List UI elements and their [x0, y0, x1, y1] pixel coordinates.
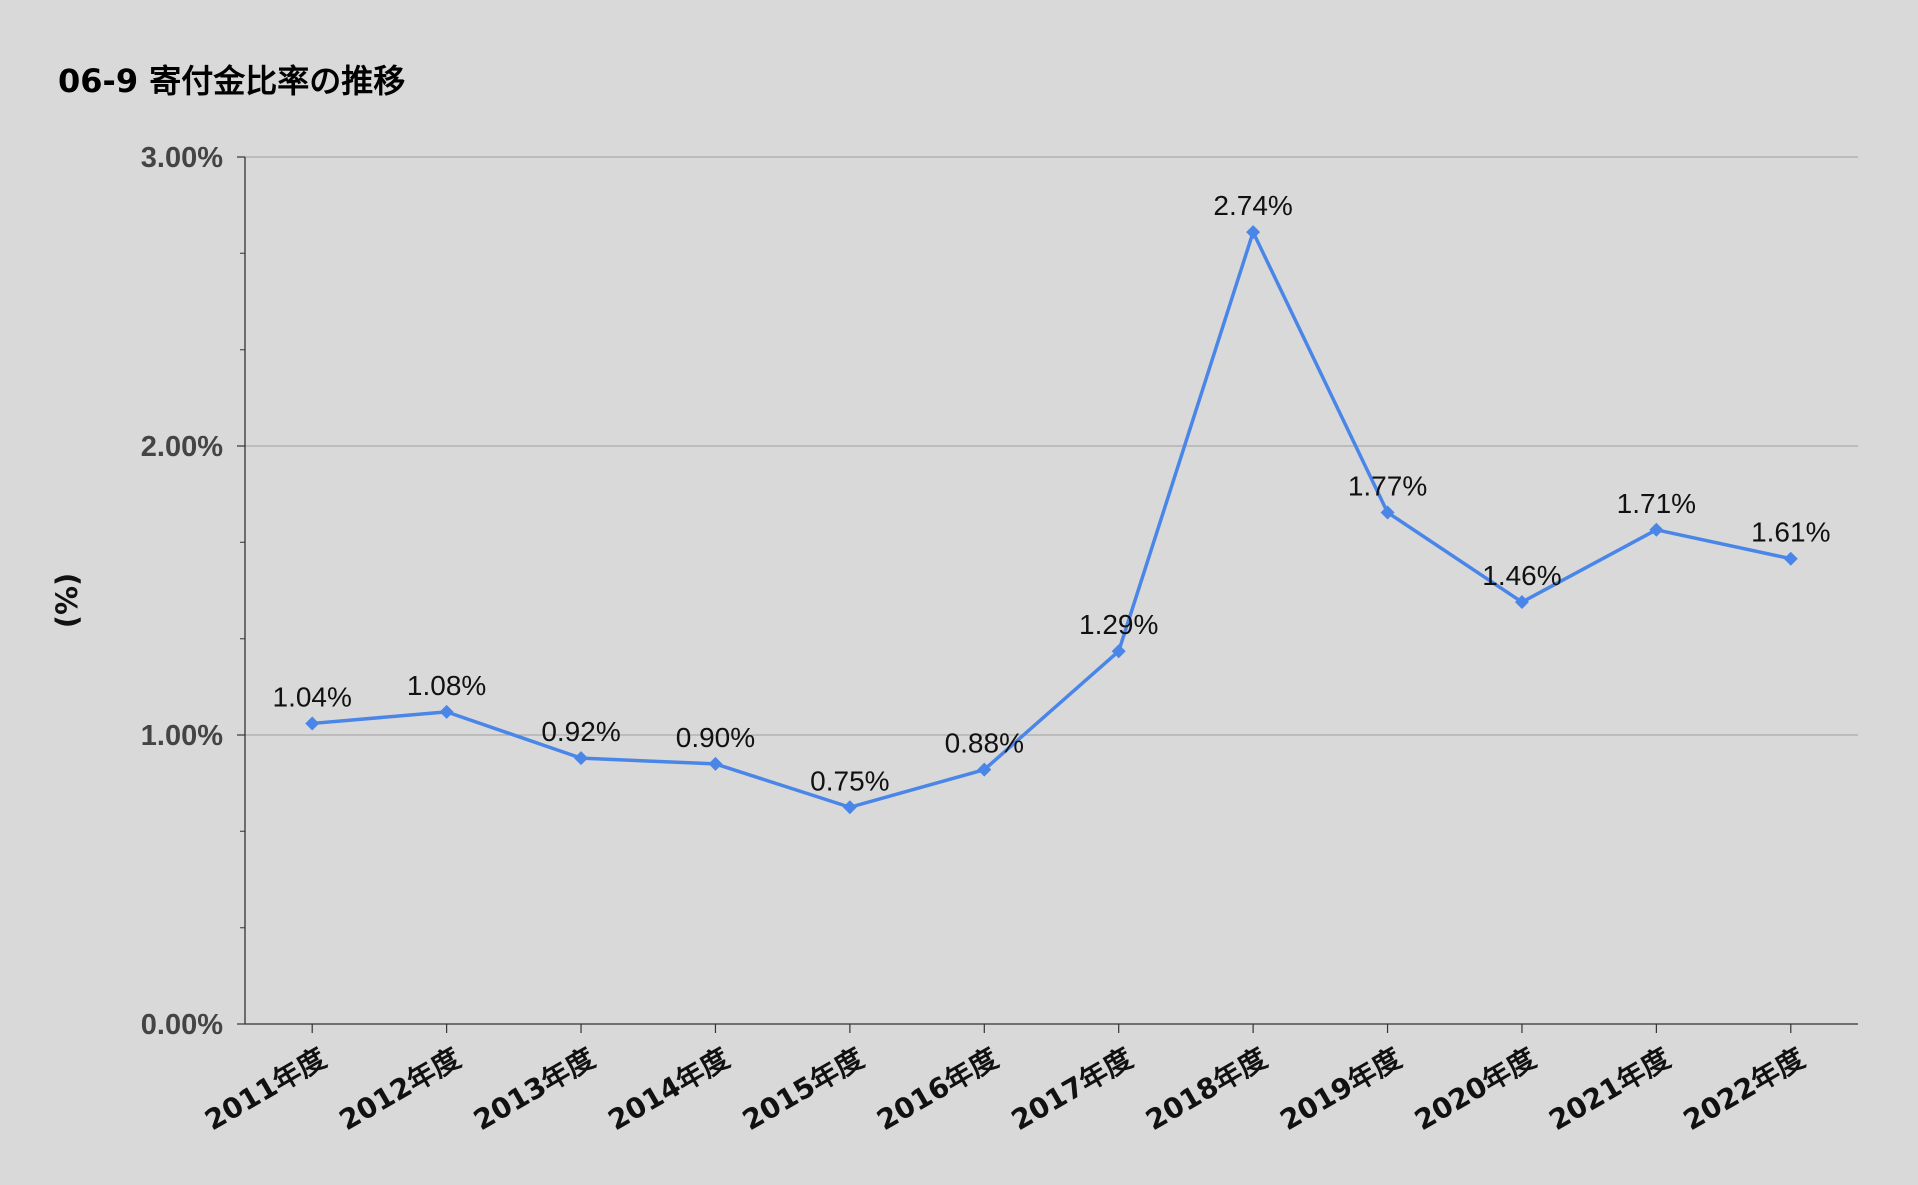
data-point-marker	[1649, 522, 1664, 537]
data-point-marker	[977, 762, 992, 777]
data-label: 2.74%	[1213, 190, 1292, 221]
data-label: 1.29%	[1079, 609, 1158, 640]
data-point-marker	[1783, 551, 1798, 566]
x-tick-label: 2016年度	[871, 1041, 1003, 1137]
y-axis-label: (%)	[50, 573, 84, 629]
x-tick-label: 2013年度	[468, 1041, 600, 1137]
y-tick-label: 3.00%	[141, 142, 223, 174]
data-point-marker	[1514, 595, 1529, 610]
x-tick-label: 2014年度	[602, 1041, 734, 1137]
data-label: 1.46%	[1482, 560, 1561, 591]
x-tick-label: 2017年度	[1006, 1041, 1138, 1137]
data-point-marker	[1246, 225, 1261, 240]
data-point-marker	[574, 751, 589, 766]
x-tick-label: 2022年度	[1678, 1041, 1810, 1137]
data-label: 0.88%	[945, 728, 1024, 759]
data-label: 1.71%	[1617, 488, 1696, 519]
data-point-marker	[1380, 505, 1395, 520]
x-tick-label: 2018年度	[1140, 1041, 1272, 1137]
x-tick-label: 2011年度	[199, 1041, 331, 1137]
x-tick-label: 2020年度	[1409, 1041, 1541, 1137]
data-point-marker	[708, 756, 723, 771]
chart-title: 06-9 寄付金比率の推移	[58, 62, 406, 100]
data-label: 1.04%	[273, 681, 352, 712]
data-label: 1.08%	[407, 670, 486, 701]
data-point-marker	[842, 800, 857, 815]
data-label: 0.75%	[810, 765, 889, 796]
data-label: 1.77%	[1348, 470, 1427, 501]
x-tick-label: 2015年度	[737, 1041, 869, 1137]
data-point-marker	[439, 704, 454, 719]
series-line	[312, 230, 1792, 809]
y-tick-label: 2.00%	[141, 431, 223, 463]
x-tick-label: 2012年度	[334, 1041, 466, 1137]
x-tick-label: 2021年度	[1543, 1041, 1675, 1137]
data-point-marker	[305, 716, 320, 731]
x-tick-label: 2019年度	[1275, 1041, 1407, 1137]
data-label: 0.92%	[541, 716, 620, 747]
y-tick-label: 0.00%	[141, 1009, 223, 1041]
data-label: 0.90%	[676, 722, 755, 753]
data-label: 1.61%	[1751, 517, 1830, 548]
y-tick-label: 1.00%	[141, 720, 223, 752]
data-point-marker	[1111, 644, 1126, 659]
